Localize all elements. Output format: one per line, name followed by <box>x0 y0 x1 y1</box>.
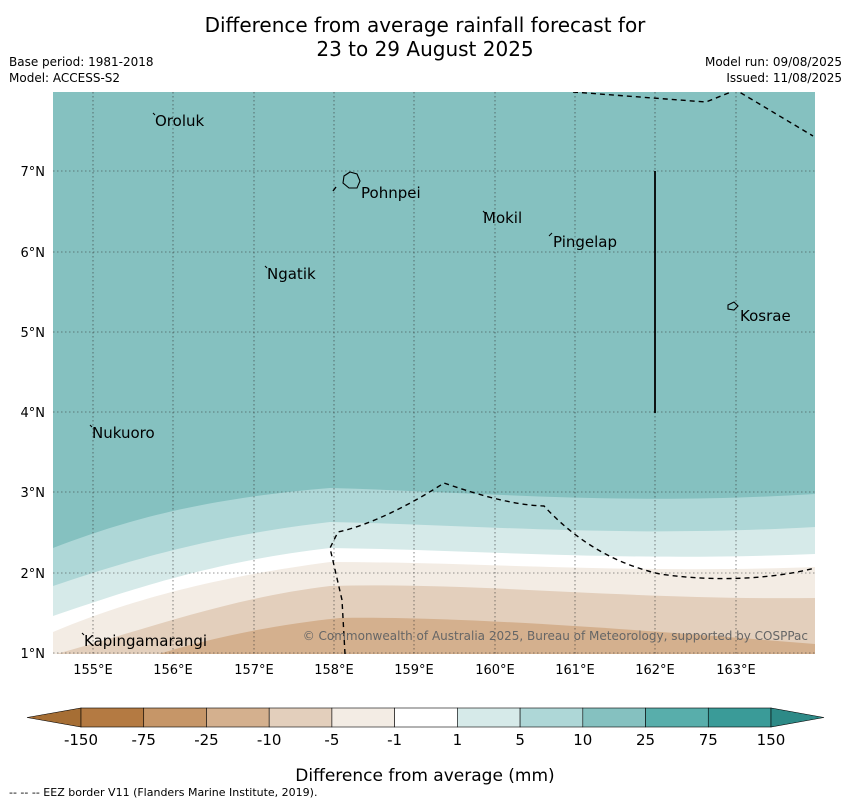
colorbar-title: Difference from average (mm) <box>295 766 555 786</box>
lon-tick-163: 163°E <box>716 663 756 678</box>
colorbar-under-arrow <box>26 707 82 728</box>
eez-border-north <box>572 92 814 137</box>
colorbar-bin <box>645 707 709 728</box>
place-label-oroluk: Oroluk <box>155 112 204 130</box>
lon-tick-159: 159°E <box>394 663 434 678</box>
colorbar-tick-label: -1 <box>387 731 402 749</box>
colorbar-over-arrow <box>770 707 825 728</box>
lat-tick-2: 2°N <box>21 567 46 582</box>
kapinga-marker <box>81 632 85 636</box>
colorbar-tick-label: -25 <box>194 731 219 749</box>
lon-tick-161: 161°E <box>555 663 595 678</box>
kosrae-island-outline <box>727 301 739 311</box>
band-minus25-to-minus10 <box>158 617 815 654</box>
ngatik-marker <box>264 265 268 269</box>
model-info: Base period: 1981-2018 Model: ACCESS-S2 <box>9 54 154 86</box>
colorbar-bin <box>143 707 207 728</box>
model-text: Model: ACCESS-S2 <box>9 71 121 85</box>
lat-axis-labels: 1°N 2°N 3°N 4°N 5°N 6°N 7°N <box>21 165 46 662</box>
colorbar-bin <box>331 707 395 728</box>
lat-tick-4: 4°N <box>21 406 46 421</box>
lat-tick-1: 1°N <box>21 647 46 662</box>
eez-border-south <box>329 482 815 654</box>
oroluk-marker <box>152 112 156 116</box>
lat-tick-7: 7°N <box>21 165 46 180</box>
issued-text: Issued: 11/08/2025 <box>726 71 842 85</box>
lon-tick-155: 155°E <box>73 663 113 678</box>
model-run-text: Model run: 09/08/2025 <box>704 55 842 69</box>
colorbar-tick-label: -150 <box>64 731 98 749</box>
colorbar-bin <box>394 707 458 728</box>
lat-tick-6: 6°N <box>21 246 46 261</box>
colorbar-tick-label: -75 <box>131 731 156 749</box>
base-period-text: Base period: 1981-2018 <box>9 55 154 69</box>
colorbar-bin <box>707 707 772 728</box>
copyright-notice: © Commonwealth of Australia 2025, Bureau… <box>303 629 808 643</box>
colorbar-tick-labels: -150 -75 -25 -10 -5 -1 1 5 10 25 75 150 <box>64 731 785 749</box>
title-line-1: Difference from average rainfall forecas… <box>204 13 646 37</box>
colorbar-tick-label: 150 <box>757 731 786 749</box>
colorbar-tick-label: 75 <box>699 731 718 749</box>
lon-tick-160: 160°E <box>475 663 515 678</box>
mokil-marker <box>482 210 486 214</box>
map-fill-bands <box>53 92 815 654</box>
lon-tick-158: 158°E <box>314 663 354 678</box>
colorbar <box>26 707 825 728</box>
colorbar-tick-label: 1 <box>453 731 463 749</box>
colorbar-tick-label: 25 <box>636 731 655 749</box>
place-label-mokil: Mokil <box>483 209 522 227</box>
eez-borders <box>329 92 815 654</box>
colorbar-bin <box>582 707 646 728</box>
islands <box>81 112 739 636</box>
title-line-2: 23 to 29 August 2025 <box>316 37 534 61</box>
place-label-nukuoro: Nukuoro <box>92 424 155 442</box>
eez-footnote: -- -- -- EEZ border V11 (Flanders Marine… <box>9 786 318 799</box>
place-label-pohnpei: Pohnpei <box>361 184 421 202</box>
colorbar-bin <box>457 707 521 728</box>
lon-tick-156: 156°E <box>153 663 193 678</box>
colorbar-tick-label: -10 <box>257 731 282 749</box>
place-label-kapingamarangi: Kapingamarangi <box>84 632 207 650</box>
lat-tick-3: 3°N <box>21 486 46 501</box>
lon-tick-157: 157°E <box>234 663 274 678</box>
run-info: Model run: 09/08/2025 Issued: 11/08/2025 <box>705 54 842 86</box>
colorbar-tick-label: -5 <box>324 731 339 749</box>
pohnpei-island-outline <box>342 171 361 189</box>
place-label-pingelap: Pingelap <box>553 233 617 251</box>
map-title: Difference from average rainfall forecas… <box>0 13 850 61</box>
colorbar-bin <box>80 707 145 728</box>
colorbar-bin <box>519 707 584 728</box>
place-label-ngatik: Ngatik <box>267 265 316 283</box>
eez-border-pohnpei <box>332 186 337 192</box>
nukuoro-marker <box>89 424 93 428</box>
place-labels: Oroluk Pohnpei Mokil Pingelap Ngatik Kos… <box>84 112 791 650</box>
lon-axis-labels: 155°E 156°E 157°E 158°E 159°E 160°E 161°… <box>73 663 756 678</box>
place-label-kosrae: Kosrae <box>740 307 791 325</box>
colorbar-bin <box>268 707 333 728</box>
pingelap-marker <box>548 232 553 237</box>
colorbar-bin <box>206 707 270 728</box>
colorbar-tick-label: 10 <box>573 731 592 749</box>
lon-tick-162: 162°E <box>635 663 675 678</box>
lat-tick-5: 5°N <box>21 326 46 341</box>
colorbar-tick-label: 5 <box>515 731 525 749</box>
